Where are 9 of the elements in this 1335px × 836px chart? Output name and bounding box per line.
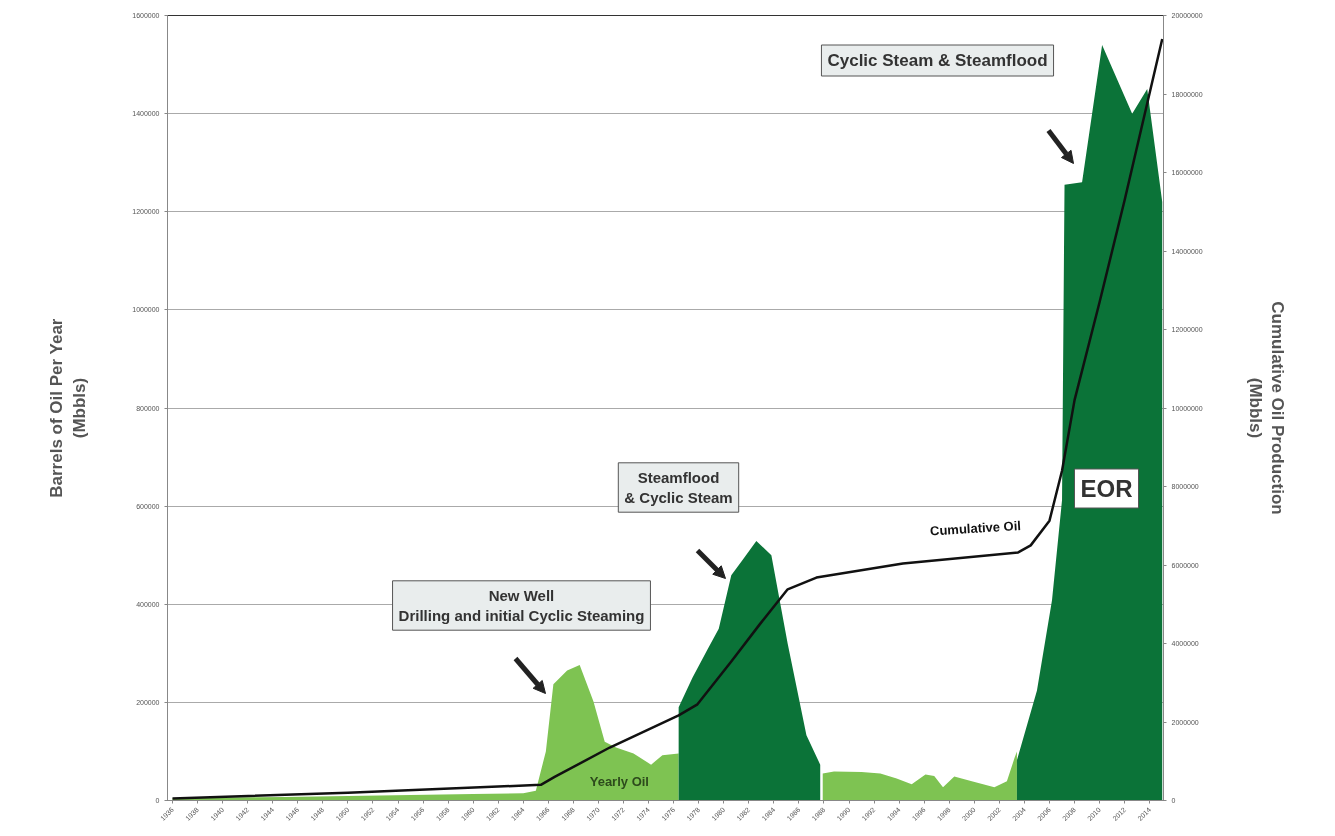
annotation: EOR	[1080, 475, 1133, 502]
y2-axis-title: Cumulative Oil Production (Mbbls)	[1245, 301, 1288, 515]
annotation: Cyclic Steam & Steamflood	[827, 51, 1048, 70]
y-axis-title: Barrels of Oil Per Year (Mbbls)	[47, 318, 90, 498]
series-label: Cumulative Oil	[929, 518, 1022, 539]
annotation: New Well Drilling and initial Cyclic Steaming	[398, 586, 645, 625]
line-series	[171, 37, 1164, 800]
series-label: Yearly Oil	[589, 773, 649, 789]
annotation: Steamflood & Cyclic Steam	[624, 468, 733, 507]
